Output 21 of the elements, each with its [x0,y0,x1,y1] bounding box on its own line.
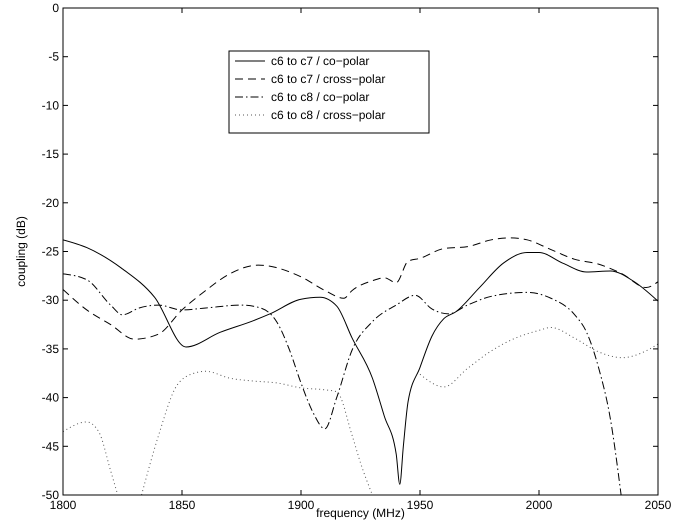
legend-label: c6 to c8 / cross−polar [271,108,386,122]
x-tick-label: 2000 [526,498,553,512]
x-tick-label: 1850 [168,498,196,512]
x-tick-label: 1900 [288,498,315,512]
x-axis-title: frequency (MHz) [316,506,405,520]
legend-label: c6 to c7 / cross−polar [271,72,386,86]
y-tick-label: -35 [42,342,60,356]
legend-label: c6 to c8 / co−polar [271,90,370,104]
y-tick-label: -20 [42,196,60,210]
x-tick-label: 1950 [406,498,434,512]
y-tick-label: -10 [42,98,60,112]
y-tick-label: 0 [52,1,60,15]
x-tick-label: 2050 [644,498,672,512]
y-tick-label: -15 [42,147,60,162]
y-tick-label: -45 [42,439,60,454]
y-tick-label: -5 [48,50,60,64]
y-tick-label: -40 [42,390,60,405]
y-tick-label: -30 [42,293,60,308]
y-tick-label: -25 [42,244,60,258]
y-axis-title: coupling (dB) [14,216,28,287]
legend-label: c6 to c7 / co−polar [271,54,370,68]
